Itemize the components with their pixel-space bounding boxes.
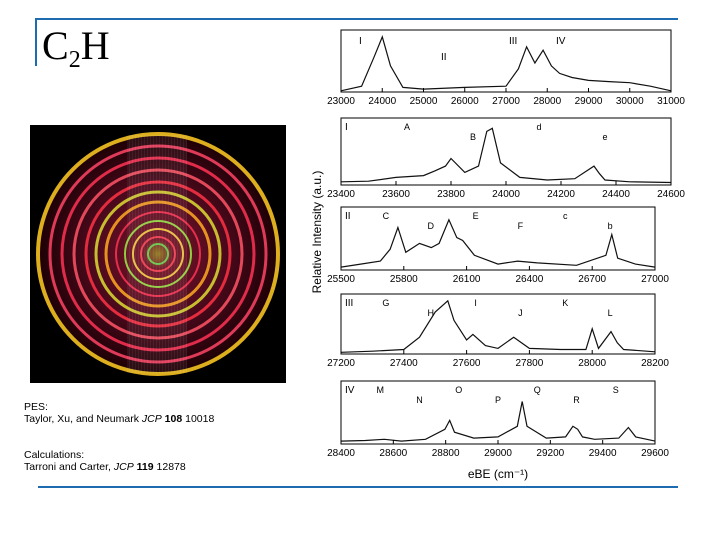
x-tick-label: 26100 [453,274,481,285]
x-tick-label: 29200 [536,448,564,459]
x-tick-label: 23600 [382,189,410,200]
x-tick-label: 28600 [379,448,407,459]
spectrum-trace [340,35,672,92]
region-label: III [509,36,517,47]
panel-frame [340,380,656,445]
peak-label: S [613,385,619,395]
peak-label: M [377,385,385,395]
x-tick-label: 27200 [327,358,355,369]
spectrum-panel-1: 23000 24000 25000 26000 27000 28000 29000 30000… [327,29,685,107]
spectrum-trace [340,127,672,184]
spectrum-trace [340,299,656,353]
calculation-citation: Calculations: Tarroni and Carter, JCP 11… [24,449,186,473]
peak-label: K [562,298,568,308]
peak-label: L [608,308,613,318]
slide-title: C2H [42,23,110,73]
x-tick-label: 28000 [533,96,561,107]
panel-label: IV [345,385,355,396]
peak-label: b [608,221,613,231]
x-tick-label: 26700 [578,274,606,285]
x-tick-label: 25800 [390,274,418,285]
panel-frame [340,293,656,355]
spectrum-panel-3: 25500 25800 26100 26400 26700 27000 II C D E Fc b [327,206,669,285]
bottom-rule [38,486,678,488]
panel-frame [340,117,672,186]
peak-label: c [563,211,568,221]
x-tick-label: 28400 [327,448,355,459]
left-rule [35,18,37,66]
x-tick-label: 24000 [492,189,520,200]
peak-label: e [602,132,607,142]
x-tick-label: 27000 [641,274,669,285]
x-tick-label: 24600 [657,189,685,200]
spectrum-trace [340,401,656,442]
peak-label: J [518,308,523,318]
panel-frame [340,206,656,271]
panel-label: I [345,122,348,133]
top-rule [35,18,678,20]
peak-label: C [383,211,390,221]
pes-citation: PES: Taylor, Xu, and Neumark JCP 108 100… [24,401,215,425]
peak-label: G [382,298,389,308]
region-label: I [359,36,362,47]
x-tick-label: 29000 [484,448,512,459]
x-tick-label: 30000 [616,96,644,107]
peak-label: Q [534,385,541,395]
x-tick-label: 31000 [657,96,685,107]
y-axis-label: Relative Intensity (a.u.) [310,171,324,294]
x-tick-label: 24000 [368,96,396,107]
x-tick-label: 29000 [575,96,603,107]
spectrum-panel-5: 28400 28600 28800 29000 29200 29400 29600 IV M N O… [327,380,669,459]
x-tick-label: 23800 [437,189,465,200]
x-tick-label: 28800 [432,448,460,459]
peak-label: E [473,211,479,221]
velocity-map-image [30,125,286,383]
spectrum-trace [340,218,656,268]
peak-label: R [573,395,580,405]
x-tick-label: 23400 [327,189,355,200]
spectrum-panel-2: 23400 23600 23800 24000 24200 24400 24600 I A Bd e [327,117,685,200]
x-tick-label: 25500 [327,274,355,285]
x-tick-label: 27600 [453,358,481,369]
region-label: II [441,52,447,63]
x-axis-label: eBE (cm⁻¹) [468,467,528,481]
peak-label: P [495,395,501,405]
x-tick-label: 24200 [547,189,575,200]
x-tick-label: 26400 [515,274,543,285]
peak-label: N [416,395,423,405]
x-tick-label: 24400 [602,189,630,200]
peak-label: D [427,221,434,231]
x-tick-label: 27800 [515,358,543,369]
spectrum-panel-4: 27200 27400 27600 27800 28000 28200 III G H I J K L [327,293,669,369]
x-tick-label: 29600 [641,448,669,459]
peak-label: A [404,122,410,132]
x-tick-label: 27000 [492,96,520,107]
x-tick-label: 28000 [578,358,606,369]
x-tick-label: 23000 [327,96,355,107]
x-tick-label: 27400 [390,358,418,369]
panel-label: III [345,298,353,309]
photoelectron-ring-image [30,125,286,383]
region-label: IV [556,36,566,47]
peak-label: F [518,221,524,231]
peak-label: H [427,308,434,318]
peak-label: O [455,385,462,395]
x-tick-label: 26000 [451,96,479,107]
x-tick-label: 28200 [641,358,669,369]
peak-label: d [536,122,541,132]
peak-label: B [470,132,476,142]
x-tick-label: 25000 [410,96,438,107]
panel-label: II [345,211,351,222]
x-tick-label: 29400 [589,448,617,459]
peak-label: I [474,298,477,308]
